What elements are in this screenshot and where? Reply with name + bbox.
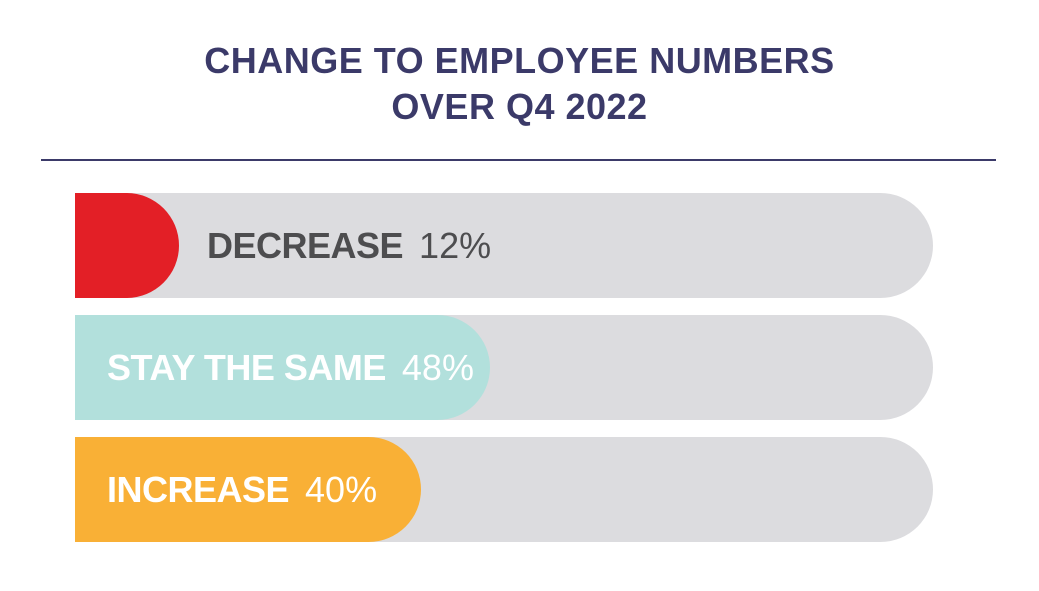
chart-title-line-1: CHANGE TO EMPLOYEE NUMBERS: [204, 40, 835, 81]
value-label-increase: 40%: [305, 468, 378, 510]
value-label-stay-the-same: 48%: [401, 346, 474, 388]
bar-increase: [75, 437, 421, 542]
bar-track-decrease: [75, 193, 933, 298]
bar-decrease: [75, 193, 179, 298]
category-label-decrease: DECREASE: [207, 224, 404, 266]
category-label-increase: INCREASE: [107, 468, 290, 510]
title-divider: [41, 159, 996, 161]
bar-label-increase: INCREASE 40%: [107, 437, 377, 542]
bar-stay-the-same: [75, 315, 490, 420]
value-label-decrease: 12%: [419, 224, 492, 266]
chart-title-line-2: OVER Q4 2022: [391, 86, 648, 127]
chart-title: CHANGE TO EMPLOYEE NUMBERS OVER Q4 2022: [0, 38, 1039, 130]
category-label-stay-the-same: STAY THE SAME: [107, 346, 386, 388]
bar-label-decrease: DECREASE 12%: [207, 193, 491, 298]
bar-label-stay-the-same: STAY THE SAME 48%: [107, 315, 474, 420]
